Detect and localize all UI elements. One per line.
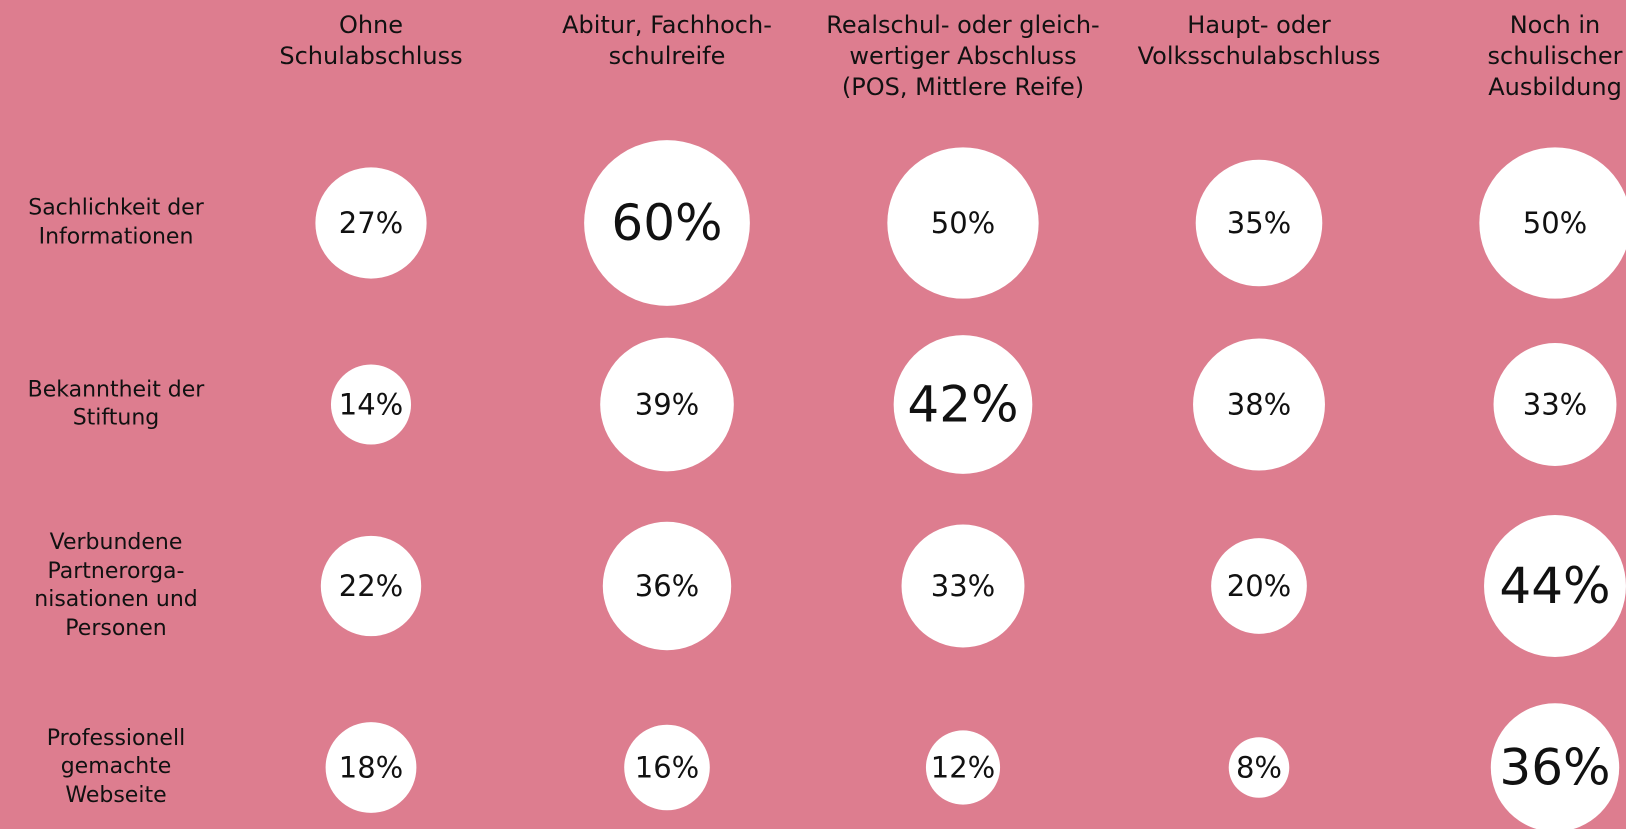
value-label: 36% [1499,739,1610,797]
value-label: 44% [1499,557,1610,615]
bubble [330,364,412,445]
value-label: 50% [931,206,995,240]
bubble [901,524,1025,648]
bubble [1479,147,1626,299]
bubble [584,140,750,306]
value-label: 50% [1523,206,1587,240]
value-label: 60% [611,194,722,252]
column-label: Realschul- oder gleich- wertiger Abschlu… [826,11,1100,102]
bubble [1493,343,1617,466]
value-label: 35% [1227,206,1291,240]
value-label: 27% [339,206,403,240]
row-label: Verbundene Partnerorga- nisationen und P… [34,529,198,641]
bubble [624,724,710,811]
row-label: Sachlichkeit der Informationen [28,195,204,249]
value-label: 42% [907,376,1018,434]
bubble [887,147,1039,299]
bubble [1211,538,1307,634]
bubble [1228,737,1290,798]
bubble [893,335,1033,474]
value-label: 33% [1523,388,1587,422]
value-label: 14% [339,388,403,422]
value-label: 38% [1227,388,1291,422]
bubble [325,722,417,813]
bubble [1195,159,1323,287]
bubble [600,337,734,472]
column-label: Ohne Schulabschluss [279,11,463,71]
value-label: 18% [339,751,403,785]
row-label: Professionell gemachte Webseite [46,725,186,808]
column-label: Abitur, Fachhoch- schulreife [562,11,772,71]
value-label: 33% [931,569,995,603]
value-label: 36% [635,569,699,603]
value-label: 20% [1227,569,1291,603]
bubble [320,535,422,637]
row-label: Bekanntheit der Stiftung [27,376,205,431]
value-label: 12% [931,751,995,785]
bubble [315,167,427,279]
bubble [1193,338,1325,471]
bubble [925,730,1001,805]
value-label: 8% [1236,751,1282,785]
column-label: Haupt- oder Volksschulabschluss [1137,11,1381,71]
value-label: 39% [635,388,699,422]
bubble [1484,515,1626,657]
bubble [602,521,732,651]
value-label: 22% [339,569,403,603]
value-label: 16% [635,751,699,785]
bubble [1490,703,1620,829]
column-label: Noch in schulischer Ausbildung [1487,11,1623,102]
